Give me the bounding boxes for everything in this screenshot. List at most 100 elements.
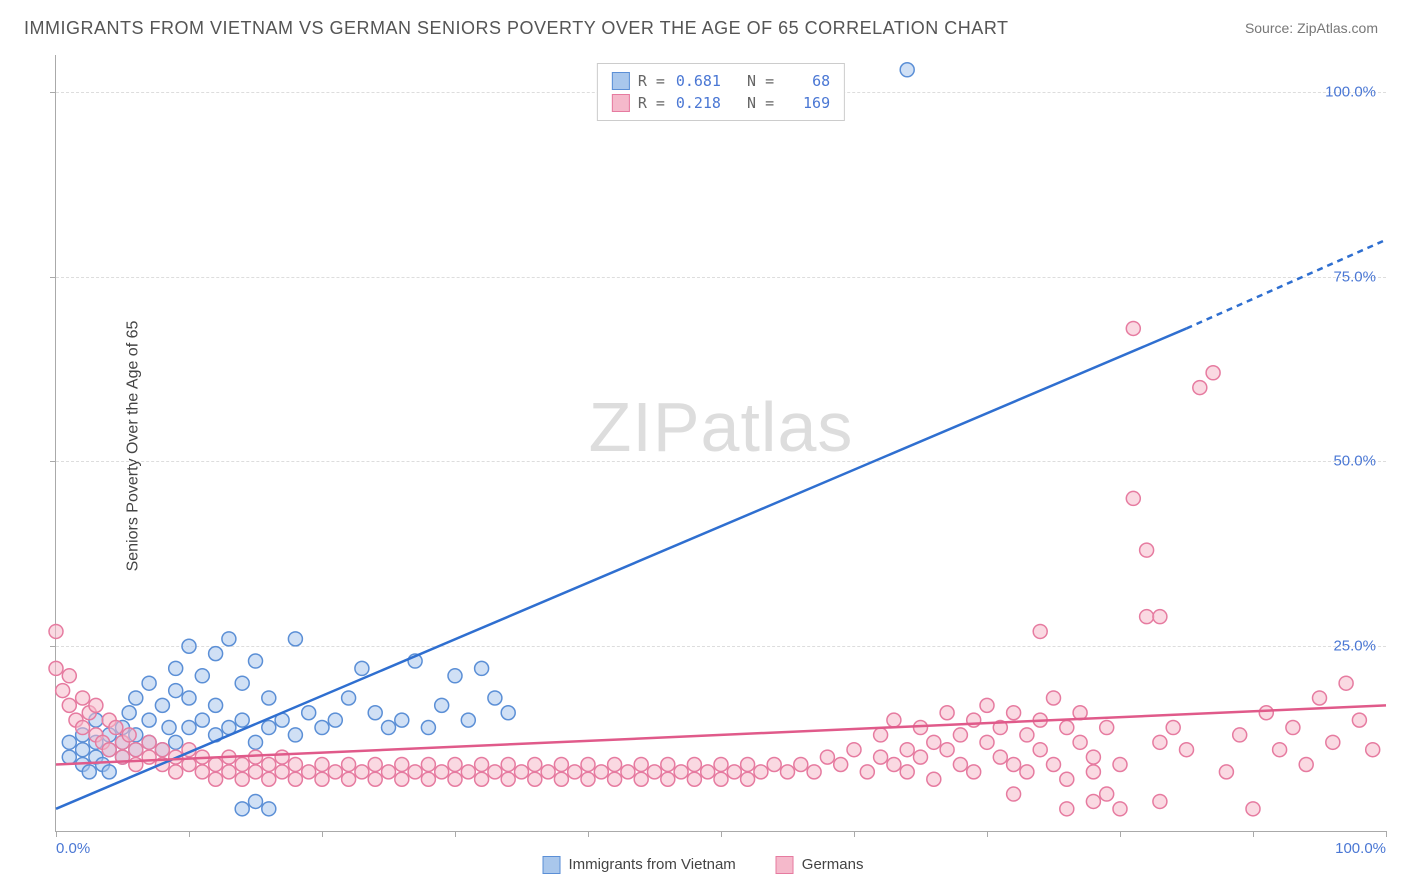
data-point [195, 713, 209, 727]
data-point [1033, 624, 1047, 638]
data-point [1086, 750, 1100, 764]
data-point [741, 772, 755, 786]
stat-n-label: N = [729, 94, 774, 112]
trend-line [56, 328, 1187, 808]
data-point [328, 713, 342, 727]
data-point [1299, 757, 1313, 771]
data-point [1140, 610, 1154, 624]
legend-item: Germans [776, 856, 864, 874]
data-point [554, 772, 568, 786]
data-point [109, 721, 123, 735]
data-point [62, 735, 76, 749]
data-point [209, 757, 223, 771]
source-attribution: Source: ZipAtlas.com [1245, 20, 1378, 36]
data-point [634, 757, 648, 771]
data-point [129, 691, 143, 705]
data-point [1047, 757, 1061, 771]
data-point [475, 661, 489, 675]
data-point [461, 765, 475, 779]
data-point [195, 669, 209, 683]
data-point [475, 772, 489, 786]
data-point [807, 765, 821, 779]
data-point [235, 676, 249, 690]
data-point [122, 706, 136, 720]
x-tick-mark [721, 831, 722, 837]
data-point [1126, 491, 1140, 505]
data-point [102, 743, 116, 757]
y-tick-label: 25.0% [1333, 638, 1376, 655]
data-point [461, 713, 475, 727]
data-point [262, 772, 276, 786]
legend-swatch [543, 856, 561, 874]
data-point [342, 691, 356, 705]
data-point [1140, 543, 1154, 557]
data-point [142, 735, 156, 749]
data-point [275, 750, 289, 764]
data-point [1033, 743, 1047, 757]
data-point [1020, 728, 1034, 742]
data-point [1153, 735, 1167, 749]
data-point [1086, 794, 1100, 808]
data-point [302, 765, 316, 779]
data-point [235, 757, 249, 771]
y-tick-label: 75.0% [1333, 268, 1376, 285]
data-point [249, 654, 263, 668]
data-point [781, 765, 795, 779]
x-tick-mark [56, 831, 57, 837]
x-tick-mark [322, 831, 323, 837]
data-point [914, 721, 928, 735]
data-point [222, 632, 236, 646]
source-label: Source: [1245, 20, 1293, 36]
data-point [927, 772, 941, 786]
chart-plot-area: ZIPatlas R =0.681 N =68R =0.218 N =169 2… [55, 55, 1386, 832]
data-point [89, 698, 103, 712]
stat-r-value: 0.218 [673, 94, 721, 112]
data-point [49, 661, 63, 675]
data-point [887, 757, 901, 771]
data-point [581, 757, 595, 771]
data-point [368, 772, 382, 786]
data-point [727, 765, 741, 779]
data-point [368, 757, 382, 771]
data-point [634, 772, 648, 786]
data-point [1233, 728, 1247, 742]
data-point [62, 750, 76, 764]
data-point [621, 765, 635, 779]
data-point [1352, 713, 1366, 727]
data-point [342, 772, 356, 786]
data-point [1273, 743, 1287, 757]
data-point [1060, 802, 1074, 816]
stat-r-label: R = [638, 72, 665, 90]
y-tick-label: 100.0% [1325, 83, 1376, 100]
data-point [182, 721, 196, 735]
data-point [395, 713, 409, 727]
data-point [900, 743, 914, 757]
data-point [1060, 721, 1074, 735]
data-point [435, 765, 449, 779]
data-point [76, 691, 90, 705]
data-point [1113, 757, 1127, 771]
data-point [249, 750, 263, 764]
data-point [581, 772, 595, 786]
data-point [169, 735, 183, 749]
data-point [940, 743, 954, 757]
data-point [421, 721, 435, 735]
x-tick-mark [588, 831, 589, 837]
data-point [302, 706, 316, 720]
data-point [554, 757, 568, 771]
y-tick-label: 50.0% [1333, 453, 1376, 470]
data-point [1313, 691, 1327, 705]
data-point [368, 706, 382, 720]
data-point [1007, 757, 1021, 771]
data-point [501, 757, 515, 771]
source-link[interactable]: ZipAtlas.com [1297, 20, 1378, 36]
data-point [488, 765, 502, 779]
data-point [235, 802, 249, 816]
data-point [249, 735, 263, 749]
data-point [76, 743, 90, 757]
data-point [741, 757, 755, 771]
stat-n-value: 68 [782, 72, 830, 90]
data-point [1366, 743, 1380, 757]
data-point [235, 713, 249, 727]
data-point [395, 757, 409, 771]
